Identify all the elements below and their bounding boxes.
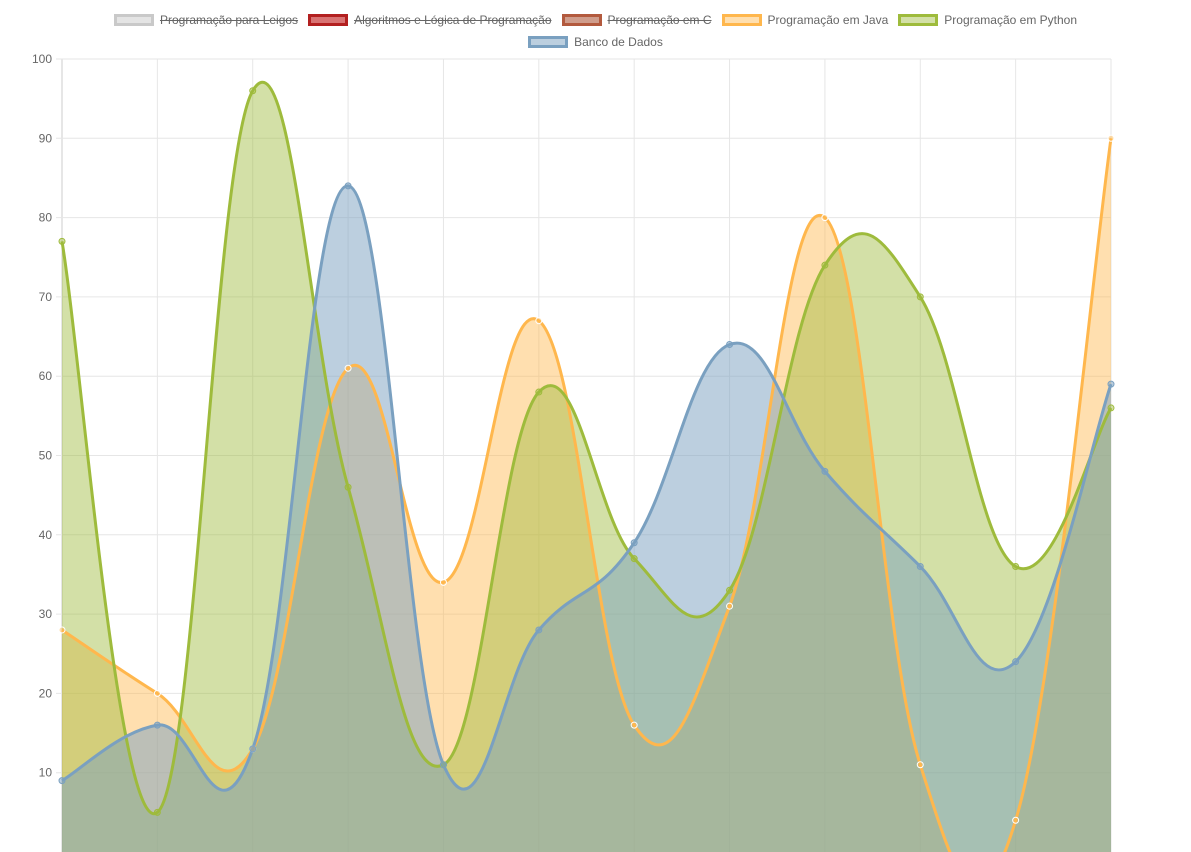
data-point bbox=[821, 467, 829, 475]
legend-label: Programação em Java bbox=[767, 12, 889, 27]
data-point bbox=[630, 539, 638, 547]
y-tick-label: 30 bbox=[39, 607, 53, 621]
series-area-banco-de-dados bbox=[62, 185, 1111, 852]
legend-item-algoritmos[interactable]: Algoritmos e Lógica de Programação bbox=[308, 11, 552, 28]
legend-swatch-icon bbox=[898, 13, 939, 26]
legend-item-programacao-em-c[interactable]: Programação em C bbox=[561, 11, 712, 28]
data-point bbox=[439, 761, 447, 769]
series-line-banco-de-dados bbox=[61, 184, 1113, 792]
data-point bbox=[630, 555, 638, 563]
y-tick-label: 10 bbox=[39, 766, 53, 780]
series-line-programa-o-em-python bbox=[60, 80, 1113, 816]
legend-swatch-icon bbox=[721, 13, 762, 26]
legend-swatch-icon bbox=[561, 13, 602, 26]
data-point bbox=[344, 182, 352, 190]
legend-item-programacao-para-leigos[interactable]: Programação para Leigos bbox=[113, 11, 299, 28]
data-point bbox=[153, 721, 161, 729]
data-point bbox=[58, 237, 66, 245]
data-point bbox=[1107, 134, 1115, 142]
legend-swatch-icon bbox=[528, 35, 569, 48]
series-lines bbox=[60, 80, 1113, 852]
data-point bbox=[916, 563, 924, 571]
data-point bbox=[344, 483, 352, 491]
y-tick-label: 80 bbox=[39, 211, 53, 225]
legend-item-programacao-em-java[interactable]: Programação em Java bbox=[721, 11, 889, 28]
y-tick-label: 60 bbox=[39, 369, 53, 383]
series-areas bbox=[62, 82, 1111, 852]
legend-swatch-icon bbox=[308, 13, 349, 26]
data-point bbox=[726, 340, 734, 348]
legend-label: Programação para Leigos bbox=[159, 12, 299, 27]
data-point bbox=[1012, 816, 1020, 824]
data-point bbox=[1012, 658, 1020, 666]
data-point bbox=[344, 364, 352, 372]
legend-item-banco-de-dados[interactable]: Banco de Dados bbox=[528, 33, 663, 50]
data-point bbox=[58, 626, 66, 634]
y-tick-label: 100 bbox=[32, 52, 52, 66]
data-point bbox=[249, 87, 257, 95]
legend-label: Programação em Python bbox=[944, 12, 1078, 27]
legend-label: Banco de Dados bbox=[574, 34, 663, 49]
data-point bbox=[821, 261, 829, 269]
legend-row-1: Programação para Leigos Algoritmos e Lóg… bbox=[0, 11, 1191, 28]
legend-row-2: Banco de Dados bbox=[0, 33, 1191, 50]
y-tick-label: 40 bbox=[39, 528, 53, 542]
data-point bbox=[726, 586, 734, 594]
legend-swatch-icon bbox=[113, 13, 154, 26]
data-point bbox=[726, 602, 734, 610]
data-point bbox=[821, 214, 829, 222]
legend-item-programacao-em-python[interactable]: Programação em Python bbox=[898, 11, 1077, 28]
legend-label: Programação em C bbox=[607, 12, 712, 27]
data-point bbox=[535, 626, 543, 634]
y-tick-label: 70 bbox=[39, 290, 53, 304]
y-tick-label: 20 bbox=[39, 686, 53, 700]
data-point bbox=[1012, 563, 1020, 571]
data-point bbox=[630, 721, 638, 729]
data-point bbox=[916, 761, 924, 769]
y-tick-label: 90 bbox=[39, 131, 53, 145]
y-axis: 10 20 30 40 50 60 70 80 90 100 bbox=[32, 52, 52, 780]
y-tick-label: 50 bbox=[39, 449, 53, 463]
data-point bbox=[1107, 380, 1115, 388]
series-points bbox=[58, 87, 1115, 824]
data-point bbox=[916, 293, 924, 301]
data-point bbox=[1107, 404, 1115, 412]
data-point bbox=[58, 777, 66, 785]
data-point bbox=[153, 808, 161, 816]
data-point bbox=[249, 745, 257, 753]
legend-label: Algoritmos e Lógica de Programação bbox=[354, 12, 552, 27]
data-point bbox=[535, 388, 543, 396]
data-point bbox=[439, 578, 447, 586]
data-point bbox=[535, 317, 543, 325]
series-line-programa-o-em-java bbox=[61, 138, 1113, 852]
data-point bbox=[153, 689, 161, 697]
